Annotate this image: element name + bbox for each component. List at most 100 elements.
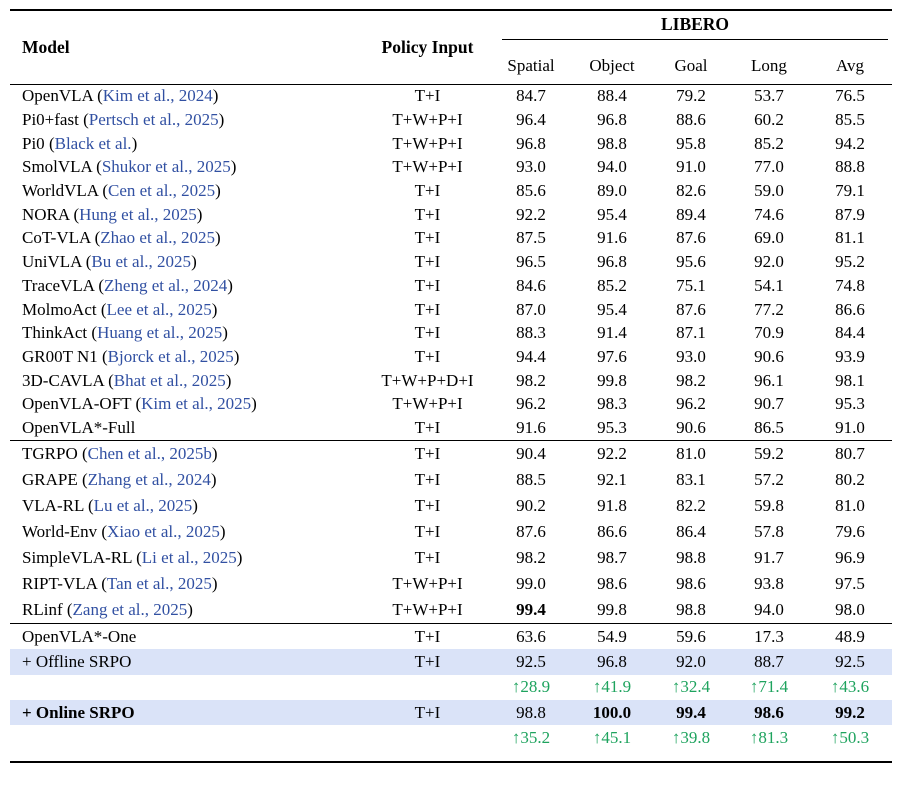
model-name: VLA-RL [22,495,84,515]
model-cell: RIPT-VLA (Tan et al., 2025) [22,573,218,593]
value-cell-long: 54.1 [754,275,784,295]
model-name: TraceVLA [22,275,95,295]
citation-link[interactable]: Pertsch et al., 2025 [88,110,219,130]
citation-link[interactable]: Lu et al., 2025 [93,495,193,515]
model-cell [10,725,365,762]
value-cell-spatial: 87.0 [516,299,546,319]
model-cell: OpenVLA*-Full [10,416,365,440]
delta-value: ↑45.1 [592,728,632,748]
table-row: NORA (Hung et al., 2025) T+I 92.2 95.4 8… [10,203,892,227]
value-cell-object: 91.8 [597,495,627,515]
col-header-long: Long [751,55,787,75]
value-cell-goal: 82.2 [676,495,706,515]
citation-link[interactable]: Cen et al., 2025 [108,181,216,201]
value-cell-avg: 97.5 [835,573,865,593]
citation-link[interactable]: Li et al., 2025 [141,547,237,567]
citation-link[interactable]: Zhang et al., 2024 [87,469,211,489]
policy-input-cell: T+I [414,275,441,295]
table-row: + Online SRPO T+I 98.8 100.0 99.4 98.6 9… [10,699,893,726]
model-name: Pi0+fast [22,110,79,130]
value-cell-long: 69.0 [754,228,784,248]
table-row: CoT-VLA (Zhao et al., 2025) T+I 87.5 91.… [10,227,892,251]
model-cell: OpenVLA-OFT (Kim et al., 2025) [22,394,257,414]
value-cell-object: 99.8 [597,370,627,390]
value-cell-spatial: 98.8 [516,702,546,722]
model-cell: VLA-RL (Lu et al., 2025) [22,495,198,515]
model-name: OpenVLA*-One [22,626,137,646]
value-cell-avg: 81.0 [835,495,865,515]
value-cell-long: 60.2 [754,110,784,130]
policy-input-cell: T+I [414,547,441,567]
model-name: CoT-VLA [22,228,91,248]
delta-value: ↑35.2 [511,728,551,748]
value-cell-avg: 94.2 [835,133,865,153]
value-cell-object: 96.8 [597,110,627,130]
citation-link[interactable]: Black et al. [54,133,132,153]
model-cell: + Offline SRPO [10,649,365,674]
value-cell-spatial: 96.2 [516,394,546,414]
citation-link[interactable]: Zang et al., 2025 [72,599,188,619]
policy-input-cell: T+I [414,346,441,366]
group-srpo-ablation: OpenVLA*-One T+I 63.6 54.9 59.6 17.3 48.… [10,623,893,762]
table-row: SimpleVLA-RL (Li et al., 2025) T+I 98.2 … [10,545,892,571]
table-row: ↑28.9 ↑41.9 ↑32.4 ↑71.4 ↑43.6 [10,675,892,700]
value-cell-goal: 98.2 [676,370,706,390]
header-subcolumn-row: Spatial Object Goal Long Avg [10,48,892,84]
delta-value: ↑81.3 [749,728,789,748]
value-cell-goal: 83.1 [676,469,706,489]
header-group-row: Model Policy Input LIBERO [10,10,892,57]
libero-group-label: LIBERO [502,14,889,40]
citation-link[interactable]: Lee et al., 2025 [106,299,212,319]
value-cell-long: 57.8 [754,521,784,541]
col-group-libero: LIBERO [490,10,892,48]
value-cell-goal: 59.6 [676,626,706,646]
citation-link[interactable]: Zhao et al., 2025 [100,228,215,248]
group-pretrained-baselines: OpenVLA (Kim et al., 2024) T+I 84.7 88.4… [10,84,892,440]
value-cell-goal: 96.2 [676,394,706,414]
value-cell-avg: 84.4 [835,323,865,343]
model-name: ThinkAct [22,323,88,343]
model-name: SmolVLA [22,157,92,177]
value-cell-object: 96.8 [597,252,627,272]
citation-link[interactable]: Hung et al., 2025 [79,204,197,224]
col-header-model: Model [22,36,70,57]
model-cell: Pi0 (Black et al.) [22,133,138,153]
citation-link[interactable]: Kim et al., 2024 [102,86,213,106]
citation-link[interactable]: Bjorck et al., 2025 [107,346,234,366]
table-row: RLinf (Zang et al., 2025) T+W+P+I 99.4 9… [10,597,892,624]
value-cell-goal: 75.1 [676,275,706,295]
citation-link[interactable]: Xiao et al., 2025 [107,521,220,541]
value-cell-long: 98.6 [754,702,784,722]
value-cell-object: 99.8 [597,599,627,619]
citation-link[interactable]: Bhat et al., 2025 [113,370,226,390]
citation-link[interactable]: Zheng et al., 2024 [104,275,228,295]
value-cell-avg: 79.6 [835,521,865,541]
col-header-policy-input: Policy Input [381,36,474,57]
delta-value: ↑41.9 [592,677,632,697]
value-cell-object: 88.4 [597,86,627,106]
value-cell-goal: 87.1 [676,323,706,343]
value-cell-avg: 87.9 [835,204,865,224]
citation-link[interactable]: Bu et al., 2025 [91,252,192,272]
value-cell-spatial: 94.4 [516,346,546,366]
policy-input-cell [365,675,490,700]
value-cell-avg: 76.5 [835,86,865,106]
model-cell: MolmoAct (Lee et al., 2025) [22,299,218,319]
table-header: Model Policy Input LIBERO Spatial Object… [10,10,893,84]
col-header-goal: Goal [674,55,708,75]
value-cell-object: 100.0 [592,702,632,722]
value-cell-spatial: 98.2 [516,370,546,390]
citation-link[interactable]: Shukor et al., 2025 [101,157,231,177]
policy-input-cell: T+I [414,228,441,248]
citation-link[interactable]: Kim et al., 2025 [141,394,252,414]
value-cell-long: 59.0 [754,181,784,201]
model-name: NORA [22,204,70,224]
policy-input-cell: T+W+P+I [392,157,463,177]
citation-link[interactable]: Tan et al., 2025 [106,573,212,593]
value-cell-long: 85.2 [754,133,784,153]
value-cell-object: 98.6 [597,573,627,593]
citation-link[interactable]: Chen et al., 2025b [87,443,212,463]
citation-link[interactable]: Huang et al., 2025 [97,323,223,343]
value-cell-avg: 95.2 [835,252,865,272]
value-cell-object: 91.6 [597,228,627,248]
